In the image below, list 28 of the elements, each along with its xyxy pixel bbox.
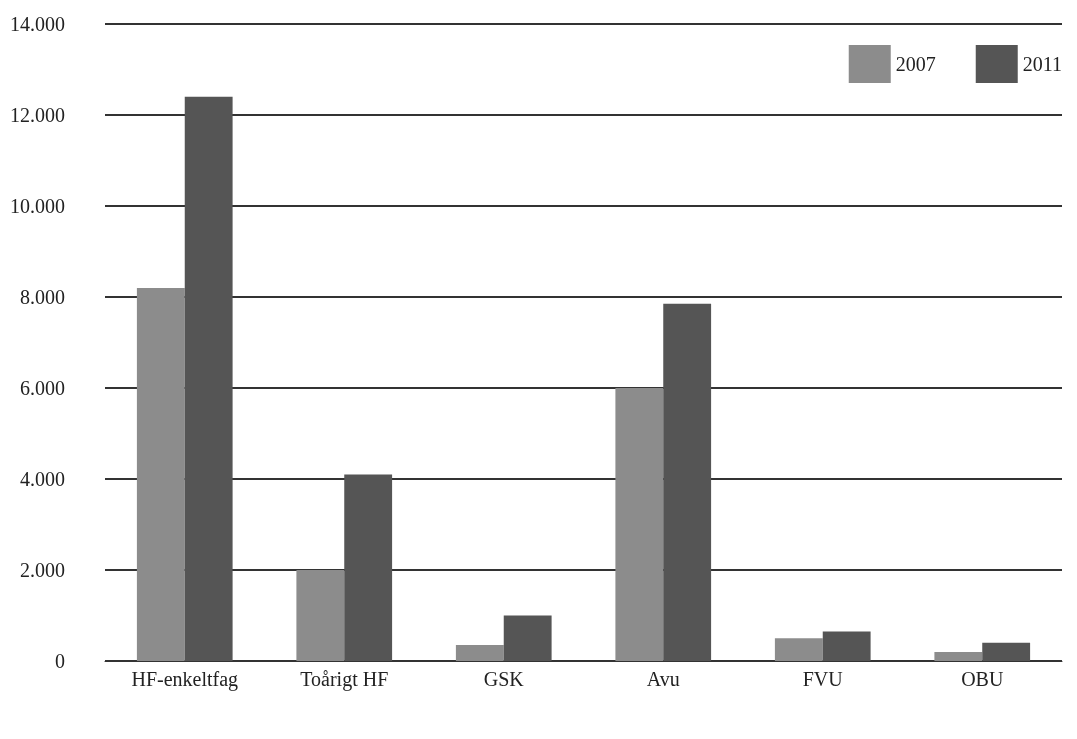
bar (503, 615, 552, 661)
y-tick-label: 0 (55, 650, 65, 672)
x-tick-label: FVU (802, 668, 844, 690)
x-tick-label: Avu (646, 668, 680, 690)
legend-label: 2011 (1022, 53, 1063, 75)
y-tick-label: 10.000 (10, 195, 65, 217)
x-tick-label: Toårigt HF (300, 668, 389, 691)
bar (184, 96, 233, 661)
bar (296, 570, 345, 661)
y-tick-label: 4.000 (20, 468, 65, 490)
y-tick-label: 2.000 (20, 559, 65, 581)
x-tick-label: OBU (961, 668, 1004, 690)
bar (136, 287, 185, 661)
bar (615, 388, 664, 661)
bar (982, 642, 1031, 661)
bar (455, 645, 504, 661)
bar (934, 651, 983, 661)
y-tick-label: 12.000 (10, 104, 65, 126)
x-tick-label: HF-enkeltfag (131, 668, 239, 691)
x-tick-label: GSK (483, 668, 525, 690)
legend-label: 2007 (895, 53, 936, 75)
bar (663, 303, 712, 661)
y-tick-label: 6.000 (20, 377, 65, 399)
y-tick-label: 8.000 (20, 286, 65, 308)
bar (822, 631, 871, 661)
bar (344, 474, 393, 661)
bar (774, 638, 823, 661)
y-tick-label: 14.000 (10, 13, 65, 35)
